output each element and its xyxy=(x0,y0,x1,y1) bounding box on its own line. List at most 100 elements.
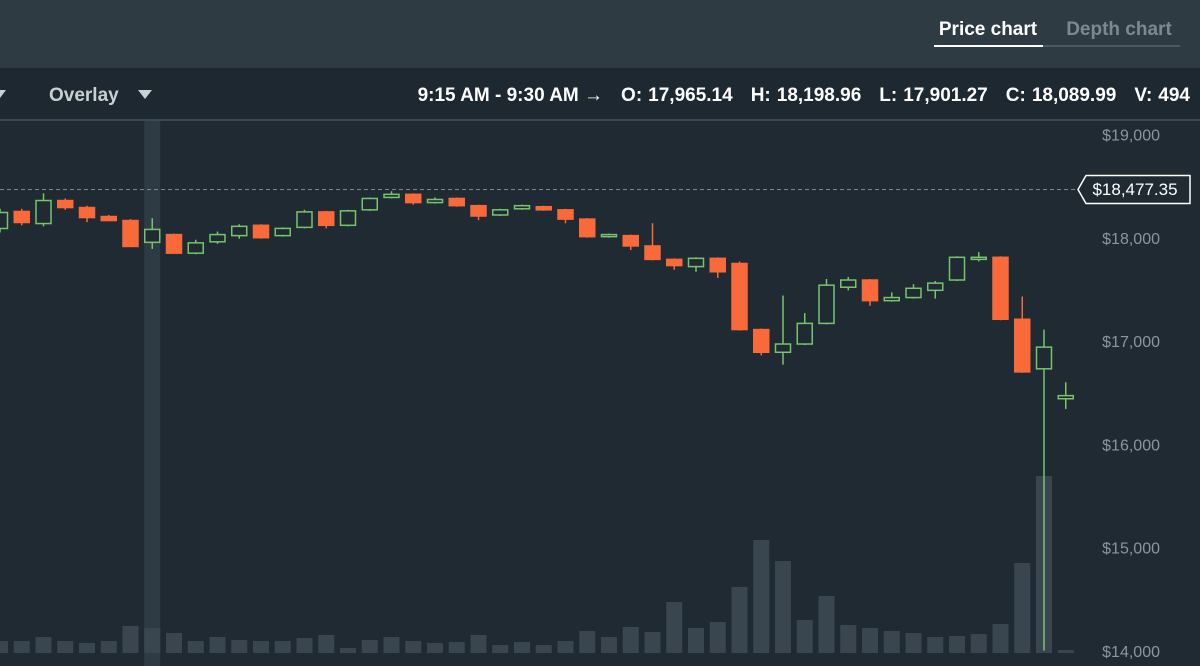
candle-body xyxy=(57,199,74,209)
ohlc-low: 17,901.27 xyxy=(903,85,988,106)
candle-body xyxy=(318,211,335,227)
plot: $19,000 $18,000 $17,000 $16,000 $15,000 $14,0… xyxy=(0,121,1191,666)
y-tick-label: $16,000 xyxy=(1102,437,1160,454)
candle-body xyxy=(883,296,900,302)
volume-bar xyxy=(601,637,617,653)
candle-body xyxy=(13,210,30,224)
candle-body xyxy=(579,218,596,238)
volume-bar xyxy=(187,641,204,653)
volume-bar xyxy=(949,635,965,653)
candle-body xyxy=(992,256,1009,320)
candle-body xyxy=(361,197,378,211)
volume-bar xyxy=(253,641,269,653)
volume-bar xyxy=(862,628,878,653)
candle-body xyxy=(35,199,52,225)
volume-bar xyxy=(100,641,117,653)
y-tick-label: $18,000 xyxy=(1102,231,1160,248)
volume-bar xyxy=(753,540,770,653)
volume-bar xyxy=(557,641,574,653)
candle-body xyxy=(840,279,857,288)
volume-bar xyxy=(883,630,900,653)
candle-body xyxy=(513,204,531,210)
candle-body xyxy=(535,205,552,211)
volume-bar xyxy=(1057,650,1074,653)
candle-body xyxy=(165,233,183,254)
candle-body xyxy=(753,328,770,354)
candle-body xyxy=(622,234,639,247)
ohlc-volume: 494 xyxy=(1158,85,1190,106)
overlay-menu[interactable]: Overlay xyxy=(49,85,119,106)
volume-bar xyxy=(0,641,8,653)
candle-body xyxy=(209,233,226,243)
volume-bar xyxy=(231,639,248,653)
candle-body xyxy=(774,343,792,354)
candle-body xyxy=(687,257,705,268)
candle-body xyxy=(644,245,661,261)
ohlc-volume-label: V: xyxy=(1134,85,1152,106)
candle-body xyxy=(861,279,879,302)
volume-bar xyxy=(970,634,987,653)
volume-bar xyxy=(35,637,52,653)
dropdown-arrow xyxy=(0,90,6,98)
candle-body xyxy=(905,287,922,299)
depth-chart-tab[interactable]: Depth chart xyxy=(1066,19,1172,40)
ohlc-open-label: O: xyxy=(621,85,642,106)
candle-body xyxy=(709,257,726,273)
volume-bar xyxy=(79,642,95,653)
volume-bar xyxy=(1014,563,1031,653)
candle-body xyxy=(274,227,291,237)
volume-bar xyxy=(927,637,944,653)
candle-body xyxy=(78,206,96,219)
candle-body xyxy=(448,197,465,207)
candle-body xyxy=(492,209,509,216)
volume-bar xyxy=(470,634,487,653)
candle-body xyxy=(252,224,270,239)
candle-body xyxy=(1014,318,1031,373)
candle-body xyxy=(296,211,313,229)
candle-body xyxy=(818,284,835,325)
volume-bar xyxy=(775,561,791,653)
price-chart-tab[interactable]: Price chart xyxy=(939,19,1038,40)
volume-bar xyxy=(13,641,30,653)
volume-bar xyxy=(361,639,378,653)
y-tick-label: $14,000 xyxy=(1102,644,1160,661)
ohlc-high-label: H: xyxy=(751,85,771,106)
volume-bar xyxy=(709,621,726,653)
candle-body xyxy=(1035,346,1053,370)
volume-bar xyxy=(840,625,857,653)
volume-bar xyxy=(579,630,596,653)
candle-body xyxy=(144,228,161,244)
candle-body xyxy=(426,198,444,204)
volume-bar xyxy=(383,637,400,653)
ohlc-low-label: L: xyxy=(879,85,897,106)
volume-bar xyxy=(318,634,335,653)
volume-bar xyxy=(166,633,182,653)
volume-bar xyxy=(731,587,748,653)
candle-body xyxy=(231,225,248,237)
last-price-box xyxy=(1077,174,1191,205)
candle-body xyxy=(405,193,422,204)
candle-body xyxy=(383,193,400,199)
volume-bar xyxy=(340,647,356,653)
volume-bar xyxy=(209,637,226,653)
hover-band xyxy=(144,121,161,666)
ohlc-close-label: C: xyxy=(1006,85,1026,106)
dropdown-arrow xyxy=(138,90,152,99)
volume-bar xyxy=(122,625,139,653)
volume-bar xyxy=(296,638,313,653)
candle-body xyxy=(731,262,748,331)
volume-bar xyxy=(666,601,683,653)
candle-body xyxy=(948,256,966,281)
candle-body xyxy=(557,209,574,220)
volume-bar xyxy=(492,645,509,653)
volume-bar xyxy=(274,641,291,653)
volume-bar xyxy=(448,642,465,653)
candle-body xyxy=(470,204,487,217)
volume-bar xyxy=(57,641,74,653)
volume-bar xyxy=(992,624,1009,653)
volume-bar xyxy=(905,633,922,653)
candle-body xyxy=(339,210,357,227)
toolbar xyxy=(0,68,1200,120)
volume-bar xyxy=(818,596,835,653)
